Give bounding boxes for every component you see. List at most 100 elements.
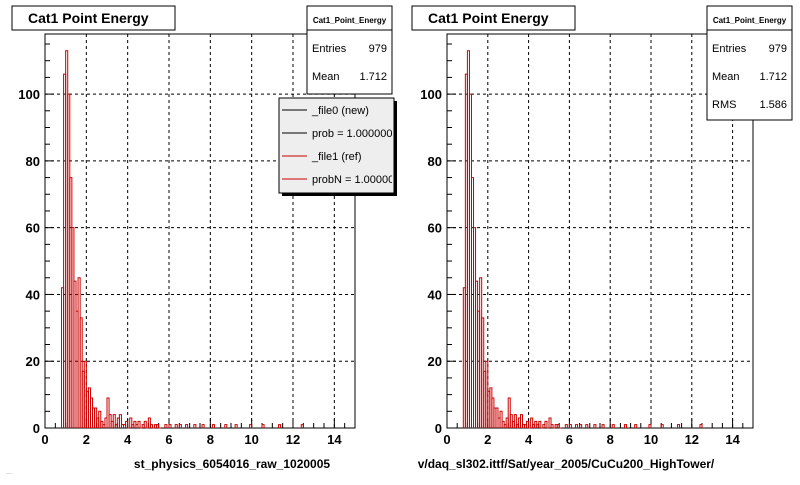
- stats-label: Mean: [312, 71, 340, 83]
- histogram-bin: [185, 424, 189, 428]
- x-tick-label: 2: [83, 432, 90, 447]
- histogram-bin: [137, 420, 141, 428]
- stats-value: 1.712: [759, 71, 787, 83]
- footer-note: ...: [6, 469, 12, 476]
- histogram-bin: [530, 417, 534, 428]
- x-tick-label: 14: [327, 432, 342, 447]
- stats-box: [306, 5, 393, 95]
- histogram-bin: [201, 424, 205, 428]
- series-1: [462, 50, 703, 429]
- histogram-bin: [660, 424, 664, 428]
- title-box: [11, 5, 176, 31]
- y-tick-label: 20: [26, 354, 40, 369]
- histogram-bin: [164, 424, 168, 428]
- histogram-bin: [249, 424, 253, 428]
- histogram-bin: [234, 424, 238, 428]
- x-tick-label: 6: [566, 432, 573, 447]
- x-tick-label: 0: [443, 432, 450, 447]
- y-tick-label: 0: [33, 421, 40, 436]
- histogram-panel-2: 0 2 4 6 8 10 12 14 0 20 40 60 80 100 Cat1 Point Energy…: [411, 5, 793, 471]
- legend-label: _file0 (new): [311, 105, 369, 117]
- histogram-bin: [507, 397, 511, 428]
- histogram-bin: [513, 414, 517, 428]
- title-box: [411, 5, 576, 31]
- histogram-bin: [261, 424, 265, 428]
- histogram-bin: [174, 424, 178, 428]
- histogram-bin: [129, 417, 133, 428]
- x-tick-label: 4: [124, 432, 132, 447]
- histogram-bin: [548, 417, 552, 428]
- stats-label: RMS: [712, 99, 736, 111]
- histogram-bin: [585, 424, 589, 428]
- x-tick-label: 10: [644, 432, 658, 447]
- x-tick-label: 6: [165, 432, 172, 447]
- histogram-bin: [519, 414, 523, 428]
- x-tick-label: 4: [525, 432, 533, 447]
- histogram-bin: [168, 424, 172, 428]
- stats-value: 1.586: [759, 99, 787, 111]
- histogram-bin: [544, 420, 548, 428]
- histogram-bin: [106, 397, 110, 428]
- histogram-bin: [224, 424, 228, 428]
- y-tick-label: 40: [428, 287, 442, 302]
- histogram-bin: [556, 424, 560, 428]
- histogram-bin: [593, 424, 597, 428]
- histogram-bin: [143, 420, 147, 428]
- x-tick-label: 2: [484, 432, 491, 447]
- histogram-panel-1: 0 2 4 6 8 10 12 14 0 20 40 60 80 100 Cat1 Point Energy…: [11, 5, 400, 471]
- legend-label: prob = 1.000000: [312, 128, 392, 140]
- histogram-bin: [575, 424, 579, 428]
- chart-title: Cat1 Point Energy: [428, 10, 549, 26]
- x-tick-label: 14: [725, 432, 740, 447]
- x-axis-label: st_physics_6054016_raw_1020005: [134, 457, 330, 471]
- y-tick-label: 40: [26, 287, 40, 302]
- legend-label: probN = 1.000000: [312, 174, 400, 186]
- histogram-bin: [634, 424, 638, 428]
- histogram-bin: [623, 424, 628, 428]
- histogram-bin: [699, 424, 703, 428]
- stats-title: Cat1_Point_Energy: [313, 16, 387, 25]
- y-tick-label: 80: [26, 154, 40, 169]
- histogram-bin: [579, 424, 583, 428]
- stats-label: Mean: [712, 71, 740, 83]
- y-tick-label: 60: [26, 221, 40, 236]
- y-tick-label: 100: [18, 87, 40, 102]
- histogram-bin: [300, 424, 304, 428]
- y-tick-label: 80: [428, 154, 442, 169]
- histogram-bin: [550, 424, 554, 428]
- histogram-bin: [538, 420, 542, 428]
- histogram-bin: [149, 424, 153, 428]
- x-axis-label: v/daq_sl302.ittf/Sat/year_2005/CuCu200_H…: [418, 457, 715, 471]
- y-tick-label: 0: [435, 421, 442, 436]
- stats-label: Entries: [312, 43, 347, 55]
- histogram-bin: [147, 417, 151, 428]
- histogram-bin: [118, 414, 122, 428]
- x-tick-label: 8: [607, 432, 614, 447]
- legend-entries: _file0 (new) prob = 1.000000 _file1 (ref) p…: [282, 105, 400, 186]
- histogram-bin: [526, 420, 530, 428]
- y-tick-label: 60: [428, 221, 442, 236]
- histogram-bin: [125, 420, 129, 428]
- stats-value: 1.712: [359, 71, 387, 83]
- histogram-bin: [193, 424, 197, 428]
- histogram-bin: [211, 424, 215, 428]
- x-tick-label: 0: [41, 432, 48, 447]
- stats-label: Entries: [712, 43, 747, 55]
- stats-box: [706, 5, 793, 121]
- legend-label: _file1 (ref): [311, 151, 362, 163]
- histogram-bin: [499, 410, 503, 428]
- histogram-bin: [568, 424, 572, 428]
- histogram-bin: [648, 424, 652, 428]
- x-tick-label: 8: [207, 432, 214, 447]
- histogram-bin: [601, 424, 605, 428]
- plot-frame: [446, 33, 754, 429]
- series-1: [61, 50, 304, 429]
- histogram-bin: [178, 424, 182, 428]
- legend-box: [278, 97, 395, 194]
- x-tick-label: 12: [286, 432, 300, 447]
- histogram-bin: [98, 410, 102, 428]
- y-tick-label: 100: [420, 87, 442, 102]
- y-tick-label: 20: [428, 354, 442, 369]
